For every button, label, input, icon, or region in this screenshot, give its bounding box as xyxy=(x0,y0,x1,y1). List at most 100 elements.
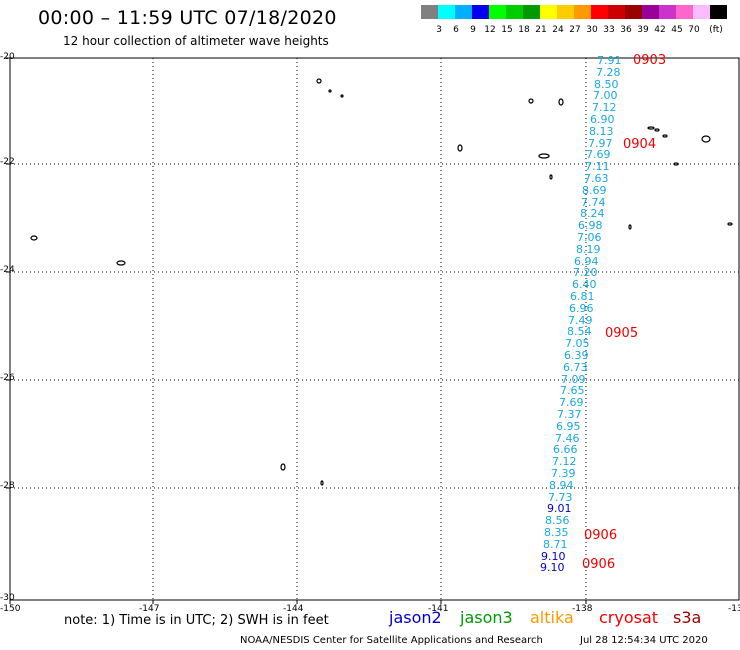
colorbar-label: 21 xyxy=(535,25,547,35)
wave-height-value: 7.74 xyxy=(581,195,606,209)
wave-height-value: 7.65 xyxy=(560,384,585,398)
colorbar-swatch xyxy=(472,5,489,19)
map-frame xyxy=(9,57,740,601)
colorbar-swatch xyxy=(710,5,727,19)
island-outline xyxy=(116,260,126,266)
island-outline xyxy=(538,153,550,159)
colorbar-label: 24 xyxy=(552,25,564,35)
colorbar-swatch xyxy=(421,5,438,19)
island-outline xyxy=(654,128,660,132)
pass-label: 0905 xyxy=(605,326,639,341)
pass-label: 0904 xyxy=(623,137,657,152)
legend-altika: altika xyxy=(530,608,574,627)
wave-height-value: 8.71 xyxy=(543,537,568,551)
island-outline xyxy=(328,89,332,93)
wave-height-value: 6.81 xyxy=(570,290,595,303)
colorbar-label: 6 xyxy=(453,25,459,35)
credit-text: NOAA/NESDIS Center for Satellite Applica… xyxy=(240,635,543,646)
latitude-label: -28 xyxy=(0,481,15,491)
colorbar-swatch xyxy=(693,5,710,19)
colorbar-swatch xyxy=(591,5,608,19)
wave-height-value: 8.13 xyxy=(589,124,614,138)
wave-height-value: 7.12 xyxy=(592,101,617,115)
latitude-label: -24 xyxy=(0,265,15,275)
colorbar-label: 12 xyxy=(484,25,496,35)
wave-height-value: 7.06 xyxy=(577,231,602,244)
island-outline xyxy=(662,134,668,138)
longitude-label: -144 xyxy=(283,604,304,614)
legend-jason2: jason2 xyxy=(389,608,442,627)
wave-height-value: 6.90 xyxy=(590,113,615,126)
colorbar-swatch xyxy=(540,5,557,19)
colorbar-swatch xyxy=(455,5,472,19)
island-outline xyxy=(30,235,38,241)
pass-label: 0906 xyxy=(584,528,618,543)
wave-height-value: 8.94 xyxy=(549,478,574,492)
wave-height-value: 7.46 xyxy=(555,431,580,445)
colorbar-label: 3 xyxy=(436,25,442,35)
wave-height-value: 7.91 xyxy=(597,54,622,67)
wave-height-value: 7.12 xyxy=(552,455,577,469)
wave-height-value: 6.98 xyxy=(578,219,603,233)
colorbar-swatch xyxy=(489,5,506,19)
colorbar-swatch xyxy=(523,5,540,19)
colorbar-swatch xyxy=(608,5,625,19)
colorbar-swatch xyxy=(574,5,591,19)
island-outline xyxy=(340,94,344,98)
wave-height-value: 8.19 xyxy=(576,242,601,256)
longitude-label: -13 xyxy=(728,604,740,614)
wave-height-value: 6.94 xyxy=(574,254,599,268)
wave-height-value: 9.10 xyxy=(540,561,565,575)
island-outline xyxy=(558,98,564,106)
island-outline xyxy=(549,174,553,180)
wave-height-value: 7.73 xyxy=(548,490,573,504)
wave-height-value: 9.01 xyxy=(547,502,572,516)
wave-height-value: 8.24 xyxy=(580,207,605,221)
wave-height-value: 8.69 xyxy=(582,183,607,197)
wave-height-value: 9.10 xyxy=(541,549,566,563)
wave-height-value: 6.66 xyxy=(553,443,578,457)
wave-height-value: 8.56 xyxy=(545,514,570,528)
pass-label: 0903 xyxy=(633,53,667,68)
colorbar-swatch xyxy=(506,5,523,19)
legend-jason3: jason3 xyxy=(460,608,513,627)
wave-height-value: 6.40 xyxy=(572,278,597,292)
legend-cryosat: cryosat xyxy=(599,608,659,627)
legend-s3a: s3a xyxy=(673,608,702,627)
wave-height-value: 8.35 xyxy=(544,526,569,539)
colorbar-swatch xyxy=(659,5,676,19)
colorbar-label: 70 xyxy=(688,25,700,35)
island-outline xyxy=(320,480,324,486)
colorbar-swatch xyxy=(642,5,659,19)
wave-height-value: 6.39 xyxy=(564,349,589,362)
colorbar-label: 30 xyxy=(586,25,598,35)
latitude-label: -20 xyxy=(0,52,15,62)
wave-height-value: 7.49 xyxy=(568,313,593,327)
colorbar-swatch xyxy=(438,5,455,19)
wave-height-value: 7.39 xyxy=(551,467,576,480)
wave-height-value: 7.20 xyxy=(573,266,598,280)
island-outline xyxy=(673,162,679,166)
latitude-label: -30 xyxy=(0,593,15,603)
wave-height-value: 8.50 xyxy=(594,77,619,91)
wave-height-value: 7.97 xyxy=(588,136,613,150)
colorbar-label: 45 xyxy=(671,25,683,35)
wave-height-value: 7.11 xyxy=(585,160,610,174)
map-subtitle: 12 hour collection of altimeter wave hei… xyxy=(63,34,329,48)
island-outline xyxy=(280,463,286,471)
island-outline xyxy=(701,135,711,143)
colorbar-label: 39 xyxy=(637,25,649,35)
colorbar-label: 33 xyxy=(603,25,615,35)
latitude-label: -22 xyxy=(0,157,15,167)
colorbar-swatch xyxy=(676,5,693,19)
colorbar-unit: (ft) xyxy=(709,25,723,35)
colorbar-label: 27 xyxy=(569,25,581,35)
longitude-label: -150 xyxy=(0,604,21,614)
colorbar-label: 18 xyxy=(518,25,530,35)
island-outline xyxy=(628,224,632,230)
longitude-label: -141 xyxy=(428,604,449,614)
longitude-label: -147 xyxy=(139,604,160,614)
wave-height-value: 7.28 xyxy=(596,65,621,79)
map-title: 00:00 – 11:59 UTC 07/18/2020 xyxy=(38,7,337,29)
